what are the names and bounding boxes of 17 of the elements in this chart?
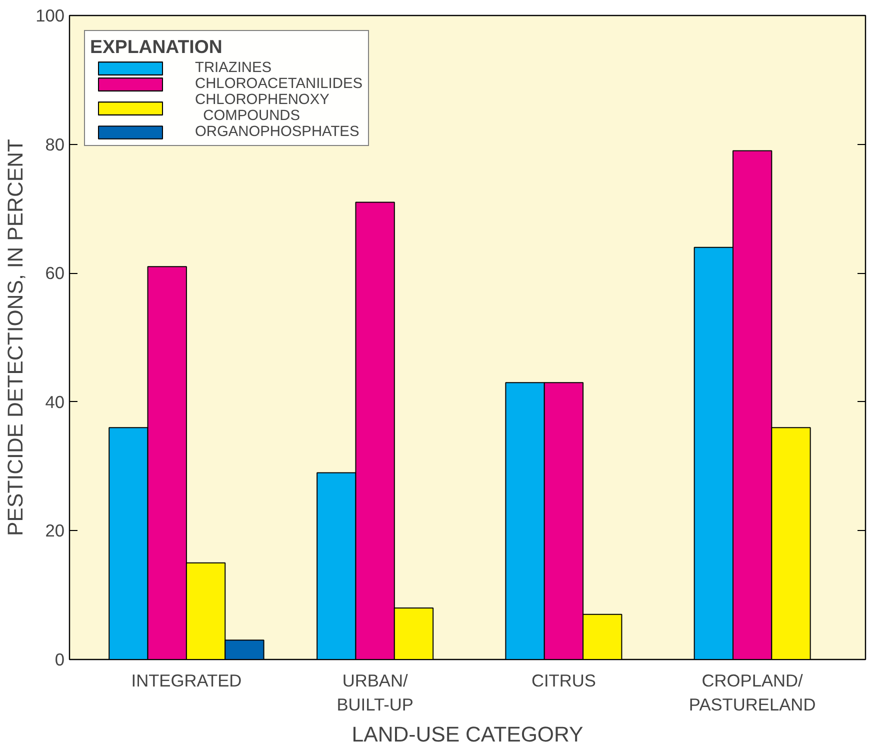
x-tick-label: CROPLAND/ PASTURELAND — [688, 670, 816, 714]
legend-label: ORGANOPHOSPHATES — [195, 124, 360, 140]
y-tick-label: 0 — [54, 650, 65, 670]
x-tick-label: INTEGRATED — [131, 670, 242, 690]
y-tick-label: 40 — [45, 392, 65, 412]
legend-label: TRIAZINES — [195, 60, 272, 76]
y-tick-label: 20 — [45, 520, 65, 541]
y-tick-label: 80 — [45, 134, 65, 154]
legend-title: EXPLANATION — [90, 36, 224, 58]
x-tick-label: URBAN/ BUILT-UP — [336, 670, 414, 714]
y-tick-label: 100 — [36, 6, 65, 26]
legend-label: CHLOROPHENOXY COMPOUNDS — [195, 92, 330, 124]
x-tick-label: CITRUS — [531, 670, 596, 690]
x-axis-title: LAND-USE CATEGORY — [352, 722, 584, 746]
y-tick-label: 60 — [45, 263, 65, 284]
y-axis-title: PESTICIDE DETECTIONS, IN PERCENT — [4, 138, 28, 536]
legend-label: CHLOROACETANILIDES — [195, 76, 362, 92]
